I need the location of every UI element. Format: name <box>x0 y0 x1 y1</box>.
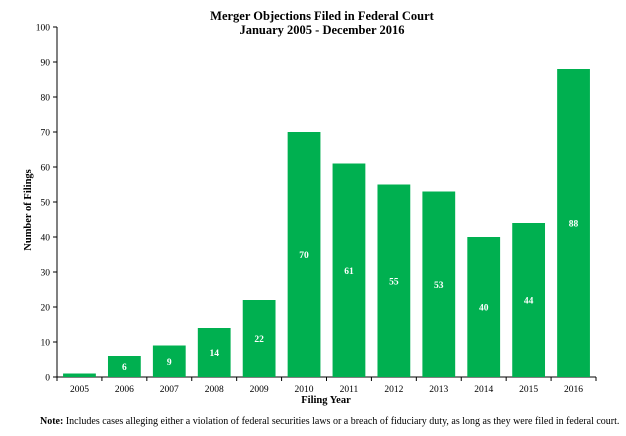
footnote: Note: Includes cases alleging either a v… <box>40 416 620 427</box>
y-axis-label: Number of Filings <box>23 169 34 250</box>
y-tick-label: 50 <box>41 199 51 209</box>
bar-data-label: 44 <box>524 297 534 307</box>
x-tick-label: 2013 <box>429 385 448 395</box>
bar <box>197 328 231 377</box>
y-tick-label: 80 <box>41 94 51 104</box>
note-text: Includes cases alleging either a violati… <box>63 416 620 427</box>
x-tick-label: 2016 <box>564 385 583 395</box>
y-tick-label: 0 <box>45 374 50 384</box>
bar-data-label: 88 <box>569 220 579 230</box>
bar <box>242 300 276 377</box>
bar <box>422 191 456 377</box>
x-tick-label: 2009 <box>250 385 269 395</box>
bar-data-label: 61 <box>344 267 354 277</box>
x-tick-label: 2010 <box>295 385 314 395</box>
bar-data-label: 9 <box>167 358 172 368</box>
x-tick-label: 2007 <box>160 385 179 395</box>
bar-data-label: 70 <box>299 251 309 261</box>
y-tick-label: 10 <box>41 339 51 349</box>
bar-data-label: 53 <box>434 281 444 291</box>
bar-data-label: 6 <box>122 363 127 373</box>
x-tick-label: 2011 <box>340 385 359 395</box>
x-tick-label: 2006 <box>115 385 134 395</box>
bar <box>152 345 186 377</box>
bar <box>557 69 590 377</box>
bar-chart: Merger Objections Filed in Federal Court… <box>23 9 597 406</box>
x-axis-label: Filing Year <box>301 395 351 406</box>
x-tick-label: 2012 <box>384 385 403 395</box>
y-tick-label: 20 <box>41 304 51 314</box>
y-tick-label: 70 <box>41 129 51 139</box>
bar <box>107 356 141 377</box>
plot-area: 0 10 20 30 40 50 60 70 80 90 100 2005 6 2006 9 2007 14 20… <box>36 24 597 395</box>
chart-title: Merger Objections Filed in Federal Court <box>210 9 435 23</box>
chart-subtitle: January 2005 - December 2016 <box>239 23 404 37</box>
x-tick-label: 2005 <box>70 385 89 395</box>
y-tick-label: 100 <box>36 24 51 34</box>
note-prefix: Note: <box>40 416 64 427</box>
bar <box>287 132 321 377</box>
bar <box>467 237 501 377</box>
bar <box>512 223 546 377</box>
bar-data-label: 55 <box>389 277 399 287</box>
bar-data-label: 22 <box>254 335 264 345</box>
x-tick-label: 2015 <box>519 385 538 395</box>
bar <box>332 163 366 377</box>
y-tick-label: 30 <box>41 269 51 279</box>
x-tick-label: 2014 <box>474 385 493 395</box>
y-tick-label: 40 <box>41 234 51 244</box>
y-tick-label: 90 <box>41 59 51 69</box>
bar <box>63 373 96 377</box>
y-tick-label: 60 <box>41 164 51 174</box>
bar <box>377 184 411 377</box>
bar-data-label: 14 <box>209 349 219 359</box>
bar-data-label: 40 <box>479 304 489 314</box>
x-tick-label: 2008 <box>205 385 224 395</box>
